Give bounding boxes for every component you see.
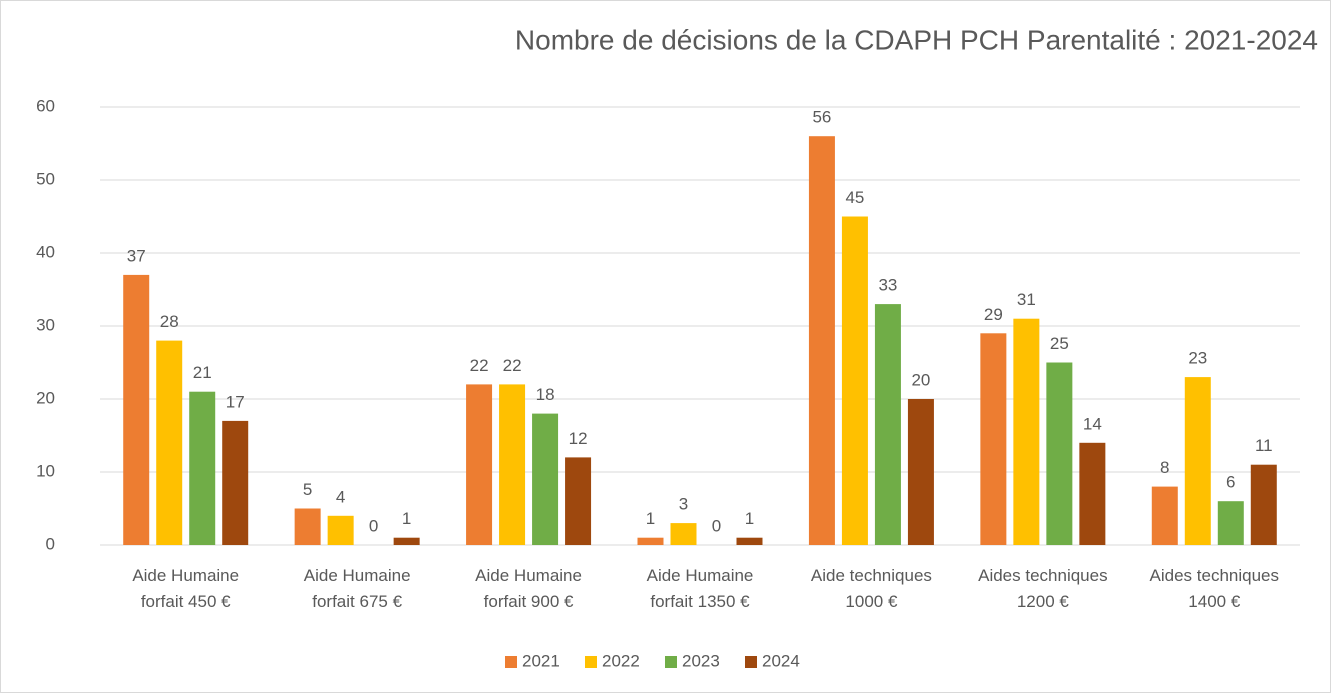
bar	[874, 304, 901, 545]
legend-label: 2024	[762, 651, 800, 670]
x-tick-label-line: forfait 1350 €	[650, 592, 750, 611]
legend-label: 2022	[602, 651, 640, 670]
bar	[670, 523, 697, 545]
data-label: 14	[1083, 414, 1102, 433]
legend-swatch	[745, 656, 757, 668]
data-label: 11	[1255, 436, 1273, 455]
bar	[327, 515, 354, 545]
data-label: 4	[336, 487, 345, 506]
y-tick-label: 50	[36, 169, 55, 188]
bar	[1151, 486, 1178, 545]
y-tick-label: 20	[36, 388, 55, 407]
x-tick-label: Aide Humaine forfait 675 €	[304, 566, 411, 611]
y-tick-label: 0	[46, 534, 55, 553]
data-label: 22	[503, 356, 522, 375]
x-tick-label-line: Aide Humaine	[132, 566, 239, 585]
x-tick-label-line: forfait 450 €	[141, 592, 231, 611]
data-label: 0	[369, 516, 378, 535]
bar	[907, 399, 934, 545]
bar	[637, 537, 664, 545]
x-tick-label-line: Aide Humaine	[475, 566, 582, 585]
bar	[1217, 501, 1244, 545]
bar	[1250, 464, 1277, 545]
data-label: 1	[646, 509, 655, 528]
bar	[466, 384, 493, 545]
data-label: 22	[470, 356, 489, 375]
x-tick-label: Aide Humaine forfait 450 €	[132, 566, 239, 611]
legend-swatch	[505, 656, 517, 668]
x-tick-label-line: Aide Humaine	[304, 566, 411, 585]
y-tick-label: 40	[36, 242, 55, 261]
x-tick-label-line: 1000 €	[845, 592, 898, 611]
bar	[1184, 377, 1211, 545]
data-label: 21	[193, 363, 212, 382]
bar	[980, 333, 1007, 545]
bar	[156, 340, 183, 545]
data-label: 23	[1188, 349, 1207, 368]
bar	[736, 537, 763, 545]
data-label: 45	[845, 188, 864, 207]
data-label: 8	[1160, 458, 1169, 477]
x-tick-label-line: Aides techniques	[978, 566, 1107, 585]
x-tick-label: Aides techniques 1400 €	[1150, 566, 1279, 611]
chart-title: Nombre de décisions de la CDAPH PCH Pare…	[515, 24, 1318, 55]
x-tick-label-line: Aide Humaine	[647, 566, 754, 585]
data-label: 28	[160, 312, 179, 331]
data-label: 18	[536, 385, 555, 404]
bar	[565, 457, 592, 545]
x-tick-label-line: 1400 €	[1188, 592, 1241, 611]
bar	[499, 384, 526, 545]
bar	[808, 136, 835, 545]
bar	[532, 413, 559, 545]
bar	[841, 216, 868, 545]
x-tick-label-line: forfait 900 €	[484, 592, 574, 611]
data-label: 56	[812, 108, 831, 127]
data-label: 1	[402, 509, 411, 528]
data-label: 17	[226, 392, 245, 411]
data-label: 6	[1226, 473, 1235, 492]
data-label: 12	[569, 429, 588, 448]
bar	[294, 508, 321, 545]
bar	[393, 537, 420, 545]
x-tick-label: Aides techniques 1200 €	[978, 566, 1107, 611]
x-tick-label: Aide Humaine forfait 900 €	[475, 566, 582, 611]
data-label: 3	[679, 495, 688, 514]
data-label: 20	[911, 370, 930, 389]
bar	[1046, 362, 1073, 545]
y-tick-label: 30	[36, 315, 55, 334]
legend-swatch	[585, 656, 597, 668]
data-label: 1	[745, 509, 754, 528]
data-label: 0	[712, 516, 721, 535]
data-label: 37	[127, 246, 146, 265]
data-label: 31	[1017, 290, 1036, 309]
bar	[123, 274, 150, 545]
x-tick-label: Aide techniques 1000 €	[811, 566, 932, 611]
y-tick-label: 60	[36, 96, 55, 115]
x-tick-label: Aide Humaine forfait 1350 €	[647, 566, 754, 611]
x-tick-label-line: forfait 675 €	[312, 592, 402, 611]
data-label: 5	[303, 480, 312, 499]
legend-label: 2023	[682, 651, 720, 670]
y-tick-label: 10	[36, 461, 55, 480]
bar	[222, 420, 249, 545]
bar	[189, 391, 216, 545]
x-tick-label-line: 1200 €	[1017, 592, 1070, 611]
legend-swatch	[665, 656, 677, 668]
data-label: 29	[984, 305, 1003, 324]
bar	[1079, 442, 1106, 545]
x-tick-label-line: Aide techniques	[811, 566, 932, 585]
legend-label: 2021	[522, 651, 560, 670]
data-label: 25	[1050, 334, 1069, 353]
x-tick-label-line: Aides techniques	[1150, 566, 1279, 585]
data-label: 33	[878, 276, 897, 295]
bar	[1013, 318, 1040, 545]
